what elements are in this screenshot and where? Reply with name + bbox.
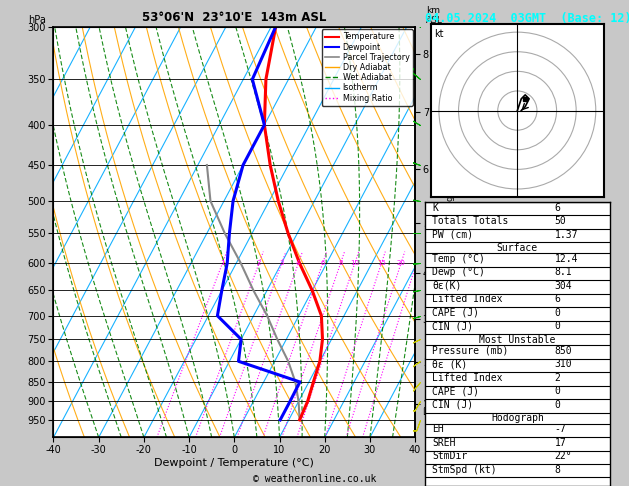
Text: LCL: LCL [422, 408, 438, 417]
Text: 0: 0 [555, 400, 560, 410]
Text: Temp (°C): Temp (°C) [432, 254, 485, 264]
X-axis label: Dewpoint / Temperature (°C): Dewpoint / Temperature (°C) [154, 458, 314, 468]
Text: 50: 50 [555, 216, 566, 226]
Text: 0: 0 [555, 308, 560, 318]
Text: 4: 4 [296, 260, 301, 266]
Text: 1.37: 1.37 [555, 229, 578, 240]
Text: 310: 310 [555, 360, 572, 369]
Text: 10: 10 [350, 260, 359, 266]
Text: 1: 1 [220, 260, 225, 266]
Text: 15: 15 [377, 260, 386, 266]
Text: Hodograph: Hodograph [491, 414, 544, 423]
Text: 12.4: 12.4 [555, 254, 578, 264]
Text: Pressure (mb): Pressure (mb) [432, 346, 508, 356]
Text: 04.05.2024  03GMT  (Base: 12): 04.05.2024 03GMT (Base: 12) [425, 12, 629, 25]
Text: 850: 850 [555, 346, 572, 356]
Text: CAPE (J): CAPE (J) [432, 386, 479, 397]
Text: 3: 3 [279, 260, 284, 266]
Text: Most Unstable: Most Unstable [479, 335, 555, 345]
Text: 20: 20 [397, 260, 406, 266]
Text: CIN (J): CIN (J) [432, 400, 473, 410]
Text: EH: EH [432, 424, 443, 434]
Text: 2: 2 [257, 260, 261, 266]
Text: 17: 17 [555, 438, 566, 448]
Title: 53°06'N  23°10'E  143m ASL: 53°06'N 23°10'E 143m ASL [142, 11, 326, 24]
Text: Lifted Index: Lifted Index [432, 373, 503, 383]
Text: 22°: 22° [555, 451, 572, 461]
Text: 6: 6 [555, 203, 560, 212]
Text: Lifted Index: Lifted Index [432, 295, 503, 304]
Text: PW (cm): PW (cm) [432, 229, 473, 240]
Text: StmSpd (kt): StmSpd (kt) [432, 465, 497, 475]
Text: -7: -7 [555, 424, 566, 434]
Text: 0: 0 [555, 321, 560, 331]
Text: 8.1: 8.1 [555, 267, 572, 278]
Text: Mixing Ratio (g/kg): Mixing Ratio (g/kg) [446, 192, 455, 272]
Text: θε(K): θε(K) [432, 281, 462, 291]
Text: Surface: Surface [497, 243, 538, 253]
Text: 8: 8 [338, 260, 343, 266]
Text: Totals Totals: Totals Totals [432, 216, 508, 226]
Text: 304: 304 [555, 281, 572, 291]
Text: 6: 6 [555, 295, 560, 304]
Text: kt: kt [435, 30, 444, 39]
Legend: Temperature, Dewpoint, Parcel Trajectory, Dry Adiabat, Wet Adiabat, Isotherm, Mi: Temperature, Dewpoint, Parcel Trajectory… [321, 29, 413, 106]
Text: © weatheronline.co.uk: © weatheronline.co.uk [253, 473, 376, 484]
Text: θε (K): θε (K) [432, 360, 467, 369]
Text: km
ASL: km ASL [426, 6, 443, 25]
Text: 8: 8 [555, 465, 560, 475]
Text: 0: 0 [555, 386, 560, 397]
Text: 6: 6 [320, 260, 325, 266]
Text: CIN (J): CIN (J) [432, 321, 473, 331]
Text: StmDir: StmDir [432, 451, 467, 461]
Text: SREH: SREH [432, 438, 455, 448]
Text: CAPE (J): CAPE (J) [432, 308, 479, 318]
Text: hPa: hPa [28, 15, 46, 25]
Text: Dewp (°C): Dewp (°C) [432, 267, 485, 278]
Text: 2: 2 [555, 373, 560, 383]
Text: K: K [432, 203, 438, 212]
